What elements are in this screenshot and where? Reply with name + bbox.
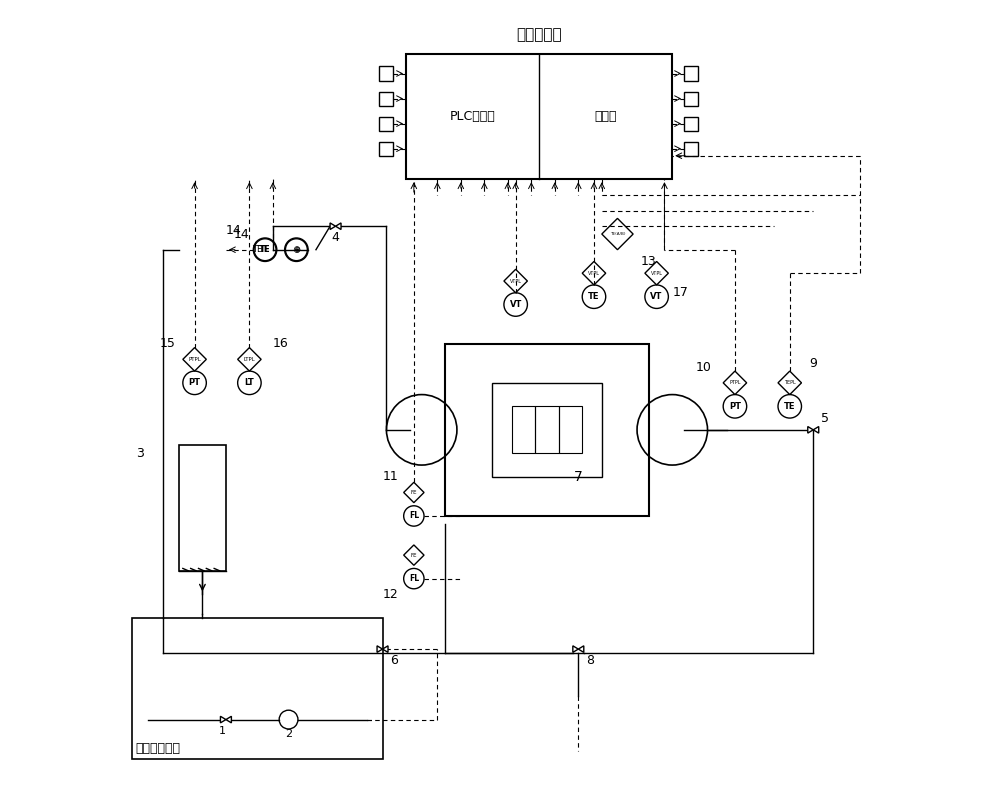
Text: 13: 13 — [641, 255, 657, 268]
Text: 9: 9 — [809, 357, 817, 370]
Text: VT: VT — [509, 300, 522, 309]
Text: TE: TE — [784, 402, 796, 410]
Text: TE(A/B): TE(A/B) — [610, 232, 625, 236]
Text: VTPL: VTPL — [510, 278, 522, 284]
Text: 集成控制柜: 集成控制柜 — [516, 27, 562, 42]
Polygon shape — [226, 717, 231, 723]
Text: 16: 16 — [273, 337, 289, 350]
Bar — [684, 116, 698, 131]
Text: 10: 10 — [696, 361, 712, 374]
Text: PTPL: PTPL — [729, 380, 741, 385]
Polygon shape — [330, 223, 336, 230]
Text: PT: PT — [729, 402, 741, 410]
Polygon shape — [383, 646, 388, 653]
Text: LTPL: LTPL — [244, 357, 255, 362]
Text: TEPL: TEPL — [784, 380, 796, 385]
Bar — [379, 66, 393, 80]
Bar — [379, 116, 393, 131]
Text: FL: FL — [409, 574, 419, 583]
Bar — [684, 142, 698, 155]
Bar — [379, 92, 393, 106]
Text: FE: FE — [411, 490, 417, 495]
Text: 12: 12 — [382, 587, 398, 601]
Text: FE: FE — [411, 552, 417, 558]
Text: 5: 5 — [821, 411, 829, 425]
Polygon shape — [336, 223, 341, 230]
Text: 17: 17 — [672, 286, 688, 300]
Text: 3: 3 — [136, 447, 144, 460]
Bar — [684, 92, 698, 106]
Bar — [684, 66, 698, 80]
Text: TE: TE — [260, 245, 270, 254]
Text: 11: 11 — [382, 470, 398, 483]
Text: 15: 15 — [159, 337, 175, 350]
Polygon shape — [578, 646, 584, 653]
Polygon shape — [377, 646, 383, 653]
Text: 8: 8 — [586, 654, 594, 667]
Text: PTPL: PTPL — [188, 357, 201, 362]
Bar — [379, 142, 393, 155]
Text: PLC控制器: PLC控制器 — [450, 110, 495, 123]
Text: TE: TE — [588, 292, 600, 301]
Text: LT: LT — [245, 379, 254, 387]
Text: 14: 14 — [234, 228, 249, 241]
Text: PT: PT — [189, 379, 201, 387]
Text: VTPL: VTPL — [651, 271, 663, 276]
Polygon shape — [573, 646, 578, 653]
Text: ⊗: ⊗ — [293, 245, 300, 254]
Text: 供气冷却系统: 供气冷却系统 — [136, 742, 181, 755]
Polygon shape — [813, 426, 819, 433]
Text: TE: TE — [259, 245, 271, 254]
Text: 2: 2 — [285, 728, 292, 739]
Text: 变频器: 变频器 — [594, 110, 617, 123]
Text: 4: 4 — [332, 231, 339, 245]
Text: 7: 7 — [574, 469, 583, 484]
Polygon shape — [808, 426, 813, 433]
Polygon shape — [220, 717, 226, 723]
Text: 14: 14 — [226, 224, 242, 237]
Text: FL: FL — [409, 512, 419, 520]
Text: VT: VT — [650, 292, 663, 301]
Text: TE: TE — [252, 245, 262, 254]
Text: 6: 6 — [390, 654, 398, 667]
Text: ⊕: ⊕ — [292, 245, 300, 255]
Text: VTPL: VTPL — [588, 271, 600, 276]
Text: 1: 1 — [218, 726, 225, 736]
